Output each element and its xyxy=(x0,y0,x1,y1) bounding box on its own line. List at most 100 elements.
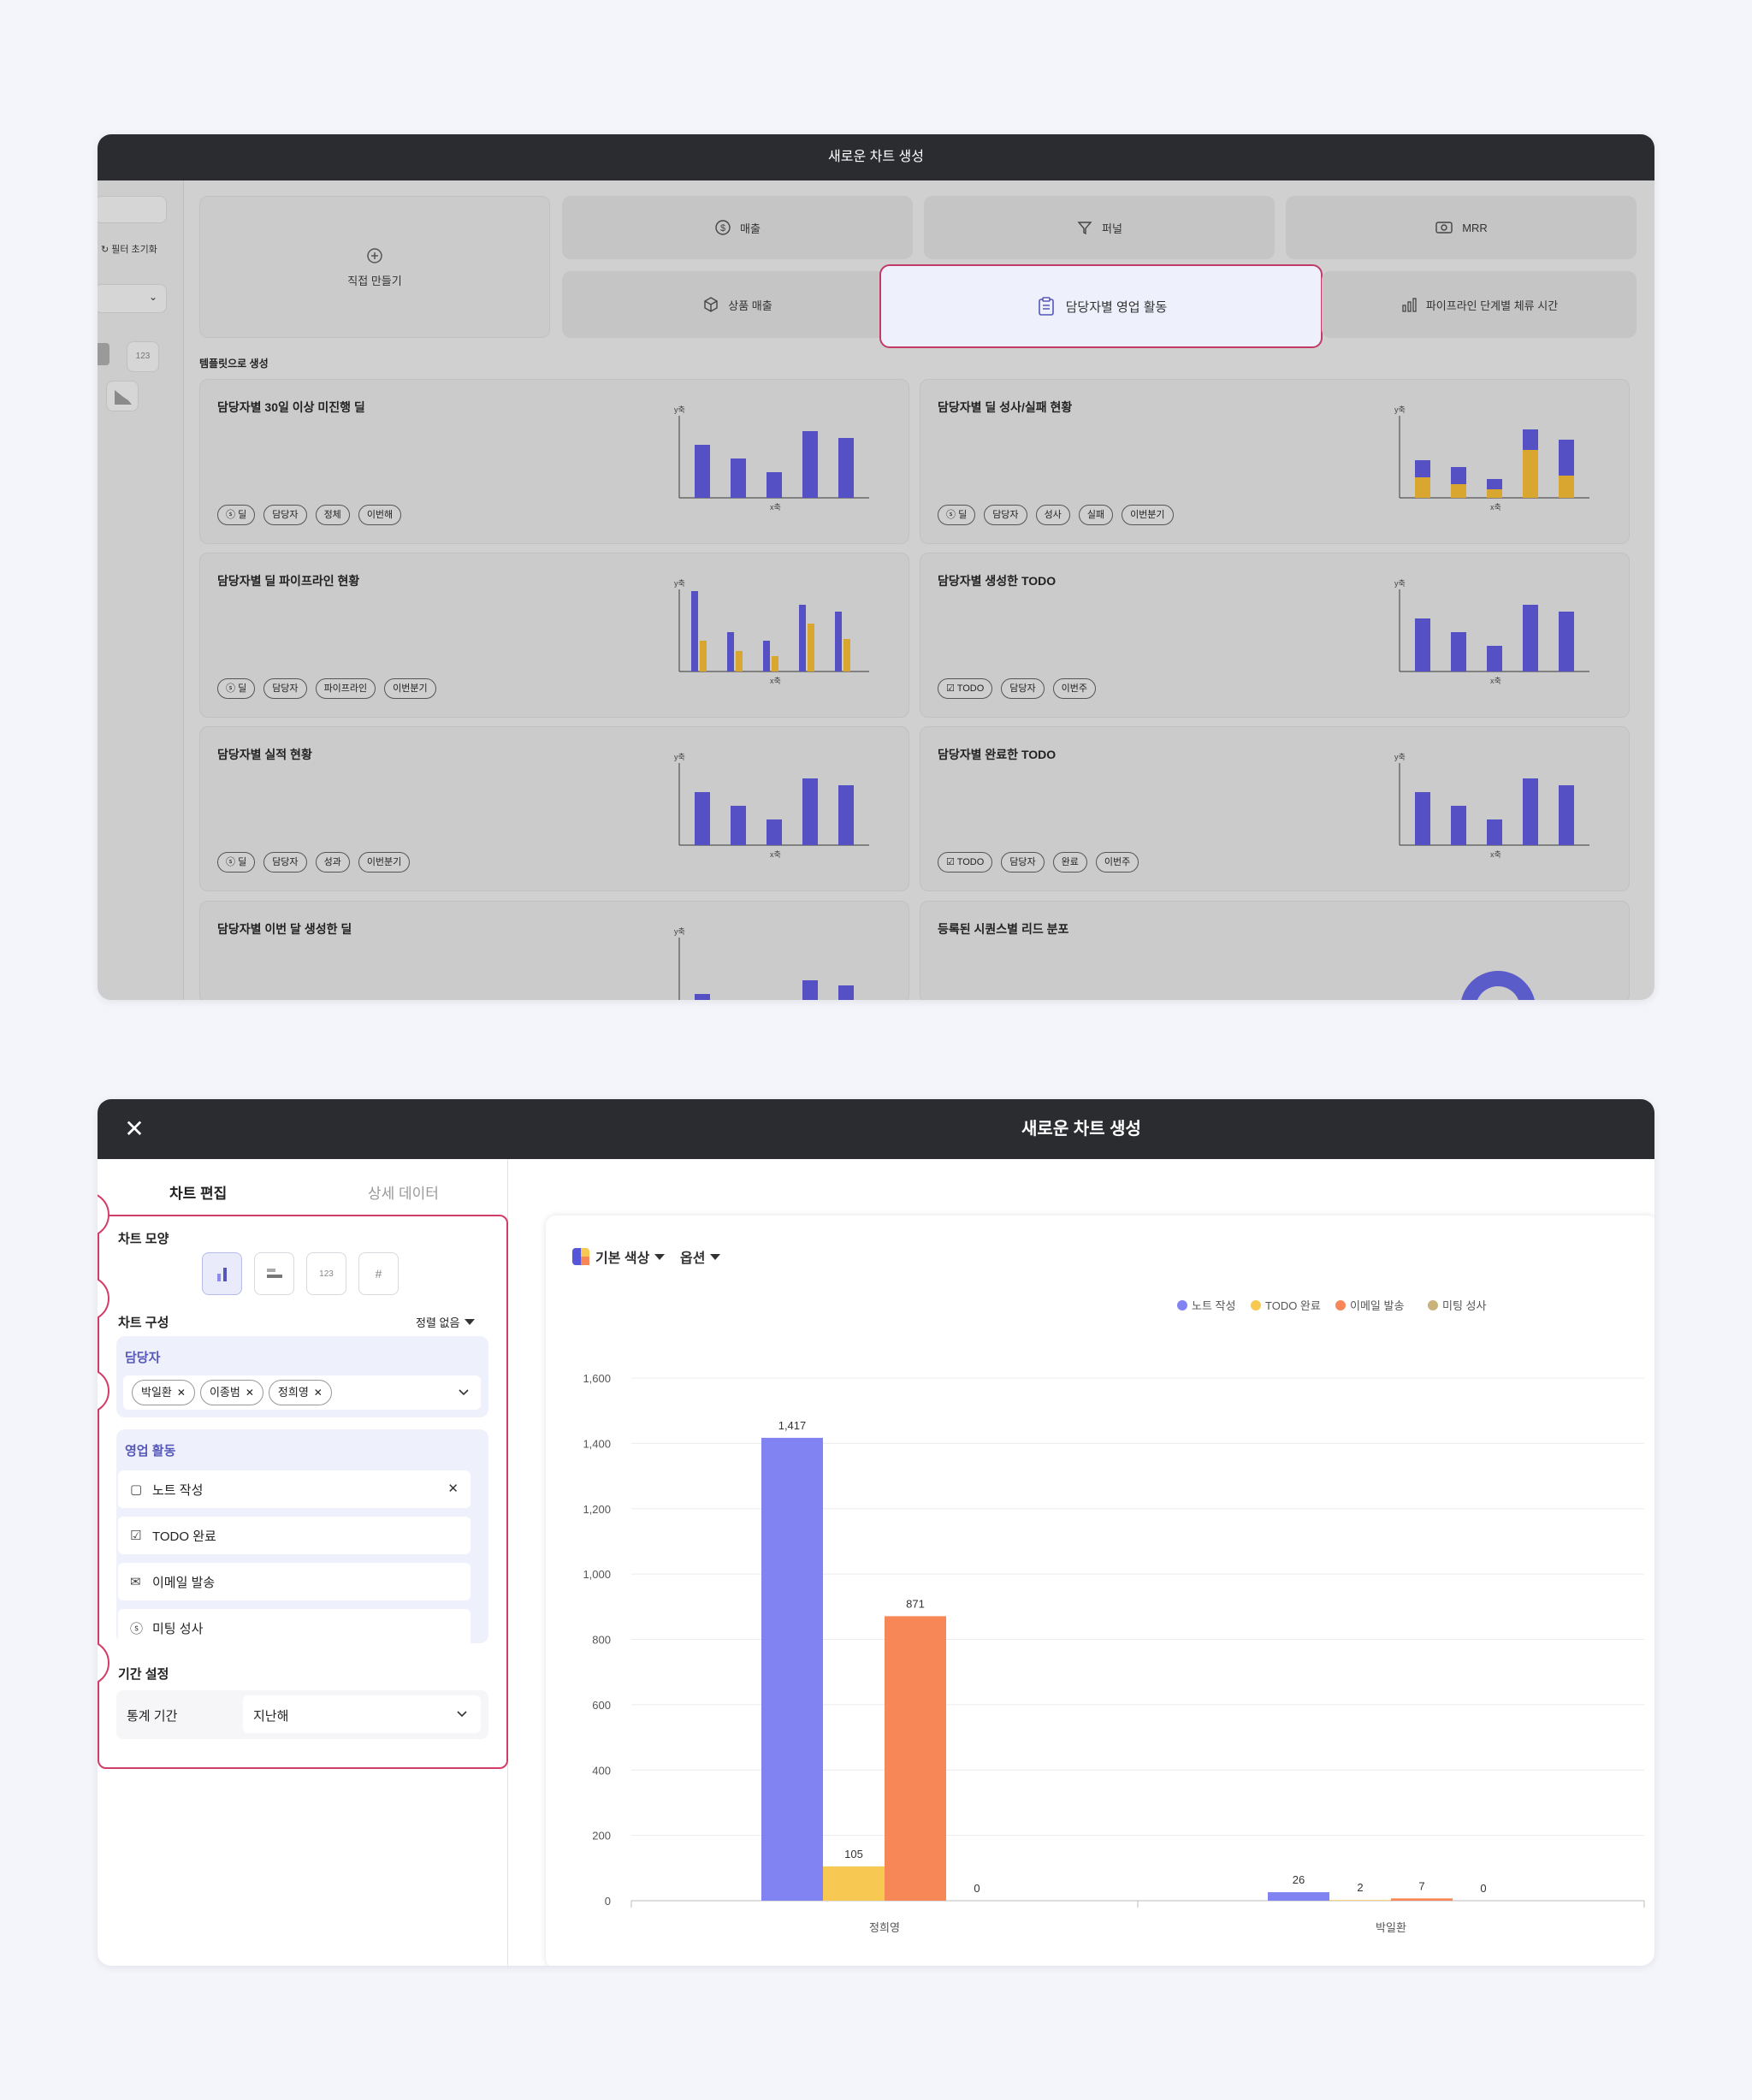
template-card[interactable]: 담당자별 완료한 TODO ☑ TODO 담당자 완료 이번주 y축 x축 xyxy=(920,726,1630,891)
activity-label: 영업 활동 xyxy=(125,1444,176,1458)
template-card[interactable]: 담당자별 실적 현황 ⓢ 딜 담당자 성과 이번분기 y축 x축 xyxy=(199,726,909,891)
number-shape-button[interactable]: 123 xyxy=(127,341,159,372)
quick-product-revenue-button[interactable]: 상품 매출 xyxy=(562,271,913,338)
template-tag: 담당자 xyxy=(984,505,1027,525)
mini-x-label: x축 xyxy=(1490,503,1501,512)
remove-chip-icon[interactable]: ✕ xyxy=(176,1387,186,1399)
assignee-chip[interactable]: 이종범 ✕ xyxy=(199,1380,263,1405)
filter-reset-button[interactable]: ↻ 필터 초기화 xyxy=(101,244,157,256)
dollar-circle-icon: ⓢ xyxy=(226,683,239,694)
assignee-select[interactable]: 박일환 ✕ 이종범 ✕ 정희영 ✕ xyxy=(123,1375,481,1410)
period-select[interactable]: 지난해 xyxy=(243,1695,481,1733)
mini-y-label: y축 xyxy=(1394,579,1406,588)
mail-icon: ✉ xyxy=(130,1575,141,1589)
custom-create-button[interactable]: 직접 만들기 xyxy=(199,196,550,338)
remove-chip-icon[interactable]: ✕ xyxy=(245,1387,254,1399)
mini-y-label: y축 xyxy=(1394,405,1406,414)
tab-detail-data[interactable]: 상세 데이터 xyxy=(368,1186,439,1202)
template-tag: 성과 xyxy=(315,852,350,873)
mini-bar xyxy=(835,612,842,671)
funnel-icon xyxy=(1077,222,1092,235)
mini-chart-preview: y축 x축 xyxy=(1394,405,1589,512)
activity-item[interactable]: ⓢ 미팅 성사 xyxy=(118,1609,471,1647)
mini-y-label: y축 xyxy=(1394,753,1406,761)
mini-bar xyxy=(727,632,734,671)
template-section-title: 템플릿으로 생성 xyxy=(199,358,269,370)
quick-sales-activity-button[interactable]: 담당자별 영업 활동 xyxy=(879,264,1323,348)
activity-item[interactable]: ☑ TODO 완료 xyxy=(118,1517,471,1554)
caret-down-icon xyxy=(710,1253,721,1260)
chevron-down-icon: ⌄ xyxy=(148,291,157,303)
sort-dropdown[interactable]: 정렬 없음 xyxy=(416,1314,476,1330)
mini-bar xyxy=(731,458,746,498)
assignee-chip[interactable]: 박일환 ✕ xyxy=(132,1380,195,1405)
template-card[interactable]: 담당자별 딜 파이프라인 현황 ⓢ 딜 담당자 파이프라인 이번분기 y축 x축 xyxy=(199,553,909,718)
box-icon xyxy=(704,297,718,312)
mini-bar xyxy=(1415,477,1430,498)
mini-bar xyxy=(695,994,710,1000)
mini-bar xyxy=(700,641,707,671)
chart-shape-icon[interactable] xyxy=(98,343,110,365)
hash-icon: # xyxy=(375,1267,382,1281)
template-card[interactable]: 담당자별 30일 이상 미진행 딜 ⓢ 딜 담당자 정체 이번해 y축 x축 xyxy=(199,379,909,544)
template-card[interactable]: 담당자별 이번 달 생성한 딜 y축 x축 xyxy=(199,901,909,1000)
sidebar-dropdown[interactable]: ⌄ xyxy=(98,284,167,313)
bar xyxy=(1391,1898,1453,1901)
template-tag: 이번주 xyxy=(1052,678,1097,699)
mini-chart-preview: y축 x축 xyxy=(1394,579,1589,685)
assignee-chip[interactable]: 정희영 ✕ xyxy=(268,1380,332,1405)
activity-item[interactable]: ✉ 이메일 발송 xyxy=(118,1563,471,1600)
note-icon: ▢ xyxy=(130,1482,143,1497)
quick-mrr-button[interactable]: MRR xyxy=(1286,196,1637,259)
editor-highlight xyxy=(98,1215,508,1769)
quick-revenue-button[interactable]: $ 매출 xyxy=(562,196,913,259)
template-card[interactable]: 담당자별 딜 성사/실패 현황 ⓢ 딜 담당자 성사 실패 이번분기 y축 x축 xyxy=(920,379,1630,544)
donut-slice xyxy=(1461,971,1535,1000)
mini-bar xyxy=(766,472,782,498)
remove-activity-icon[interactable]: ✕ xyxy=(447,1482,459,1496)
shape-number-button[interactable]: 123 xyxy=(306,1252,346,1295)
caret-down-icon xyxy=(465,1319,476,1325)
plus-circle-icon xyxy=(367,247,382,263)
mini-bar xyxy=(802,980,818,1000)
mini-x-label: x축 xyxy=(770,677,781,685)
data-label: 0 xyxy=(1480,1882,1486,1895)
mini-bar xyxy=(1451,467,1466,484)
mini-bar xyxy=(1415,618,1430,671)
quick-funnel-button[interactable]: 퍼널 xyxy=(924,196,1275,259)
caret-down-icon xyxy=(654,1253,666,1260)
template-window: 새로운 차트 생성 ↻ 필터 초기화 ⌄ 123 직접 만들기 xyxy=(98,134,1654,1000)
y-tick-label: 1,000 xyxy=(583,1568,611,1581)
data-label: 2 xyxy=(1357,1881,1363,1894)
close-icon[interactable]: ✕ xyxy=(124,1115,145,1142)
sidebar-search-box[interactable] xyxy=(98,196,167,223)
tab-chart-edit[interactable]: 차트 편집 xyxy=(169,1186,228,1202)
dollar-circle-icon: ⓢ xyxy=(946,510,959,520)
mini-y-label: y축 xyxy=(674,405,685,414)
mini-bar xyxy=(695,445,710,498)
mini-bar xyxy=(1487,646,1502,671)
shape-vertical-bar-button[interactable] xyxy=(202,1252,242,1295)
dollar-circle-icon: $ xyxy=(715,220,731,235)
shape-table-button[interactable]: # xyxy=(358,1252,399,1295)
template-card[interactable]: 담당자별 생성한 TODO ☑ TODO 담당자 이번주 y축 x축 xyxy=(920,553,1630,718)
quick-pipeline-duration-button[interactable]: 파이프라인 단계별 체류 시간 xyxy=(1322,271,1637,338)
remove-chip-icon[interactable]: ✕ xyxy=(313,1387,323,1399)
chevron-down-icon xyxy=(457,1711,467,1718)
template-tag: 실패 xyxy=(1078,505,1114,525)
mini-bar xyxy=(1487,489,1502,498)
activity-item[interactable]: ▢ 노트 작성 ✕ xyxy=(118,1470,471,1508)
mini-chart-preview: y축 x축 xyxy=(674,579,869,685)
template-tag: 파이프라인 xyxy=(315,678,376,699)
mini-bar xyxy=(1523,605,1538,671)
option-dropdown[interactable]: 옵션 xyxy=(680,1246,721,1267)
dollar-circle-icon: ⓢ xyxy=(130,1621,144,1636)
shape-horizontal-bar-button[interactable] xyxy=(254,1252,294,1295)
area-shape-button[interactable] xyxy=(106,381,139,411)
template-title: 담당자별 딜 파이프라인 현황 xyxy=(217,574,360,588)
period-label: 통계 기간 xyxy=(127,1709,178,1724)
template-title: 담당자별 딜 성사/실패 현황 xyxy=(938,400,1073,414)
color-dropdown[interactable]: 기본 색상 xyxy=(571,1246,666,1267)
dollar-circle-icon: ⓢ xyxy=(226,857,239,867)
template-card[interactable]: 등록된 시퀀스별 리드 분포 xyxy=(920,901,1630,1000)
